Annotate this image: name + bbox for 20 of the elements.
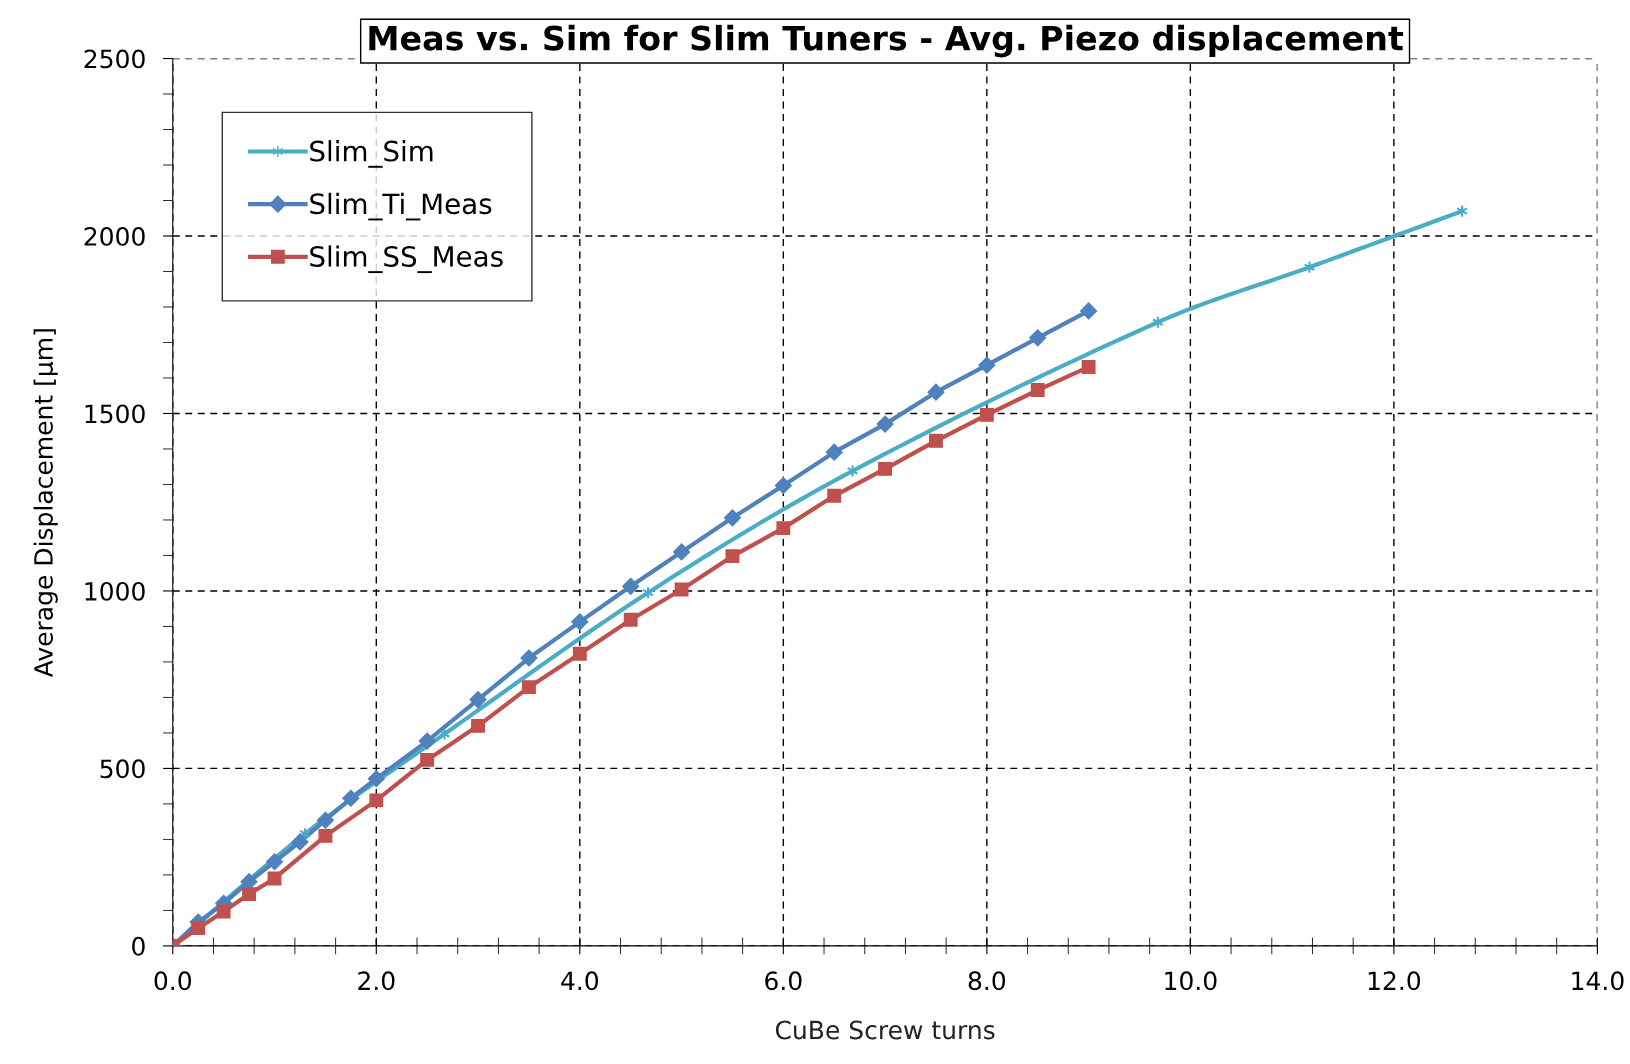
legend-label: Slim_Ti_Meas	[310, 192, 492, 221]
x-tick-label: 12.0	[1368, 971, 1421, 991]
x-tick-label: 10.0	[1165, 971, 1217, 991]
y-tick-label: 1000	[85, 581, 145, 601]
y-tick-label: 2500	[84, 49, 145, 69]
y-tick-label: 500	[100, 759, 145, 779]
x-tick-label: 14.0	[1572, 971, 1624, 991]
x-tick-label: 0.0	[154, 971, 191, 991]
legend-label: Slim_Sim	[310, 140, 433, 168]
y-axis-title: Average Displacement [µm]	[33, 329, 58, 678]
x-axis-title: CuBe Screw turns	[775, 1020, 995, 1040]
legend-label: Slim_SS_Meas	[310, 245, 503, 274]
y-tick-label: 2000	[84, 226, 145, 246]
x-tick-label: 6.0	[765, 971, 802, 991]
y-tick-label: 1500	[85, 404, 145, 424]
y-tick-label: 0	[132, 936, 145, 956]
x-tick-label: 8.0	[968, 971, 1006, 991]
chart-title: Meas vs. Sim for Slim Tuners - Avg. Piezo displacement	[369, 24, 1404, 58]
x-tick-label: 4.0	[561, 971, 599, 991]
x-tick-label: 2.0	[358, 971, 395, 991]
